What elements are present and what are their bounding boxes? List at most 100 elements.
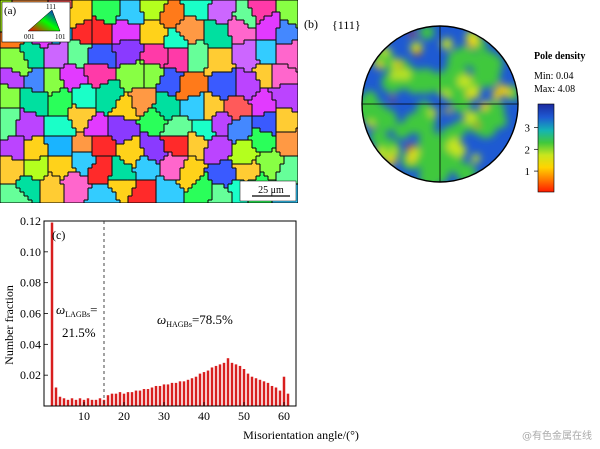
grain-pixel <box>80 160 85 165</box>
grain-pixel <box>36 76 41 81</box>
grain-pixel <box>0 124 5 129</box>
grain-pixel <box>8 76 13 81</box>
grain-pixel <box>212 72 217 77</box>
grain-pixel <box>204 0 209 5</box>
grain-pixel <box>32 120 37 125</box>
grain-pixel <box>192 160 197 165</box>
grain-pixel <box>216 40 221 45</box>
grain-pixel <box>60 56 65 61</box>
grain-pixel <box>200 64 205 69</box>
grain-pixel <box>280 140 285 145</box>
grain-pixel <box>216 100 221 105</box>
grain-pixel <box>24 52 29 57</box>
grain-pixel <box>196 76 201 81</box>
grain-pixel <box>56 84 61 89</box>
grain-pixel <box>228 184 233 189</box>
grain-pixel <box>8 116 13 121</box>
grain-pixel <box>220 116 225 121</box>
grain-pixel <box>116 144 121 149</box>
grain-pixel <box>56 60 61 65</box>
grain-pixel <box>44 124 49 129</box>
grain-pixel <box>24 112 29 117</box>
grain-pixel <box>252 164 257 169</box>
grain-pixel <box>92 0 97 5</box>
grain-pixel <box>180 172 185 177</box>
grain-pixel <box>140 188 145 193</box>
grain-pixel <box>176 92 181 97</box>
grain-pixel <box>124 152 129 157</box>
grain-pixel <box>240 120 245 125</box>
grain-pixel <box>244 44 249 49</box>
grain-pixel <box>204 120 209 125</box>
grain-pixel <box>228 168 233 173</box>
grain-pixel <box>208 96 213 101</box>
grain-pixel <box>112 160 117 165</box>
grain-pixel <box>164 172 169 177</box>
grain-pixel <box>24 68 29 73</box>
grain-pixel <box>100 52 105 57</box>
grain-pixel <box>32 72 37 77</box>
grain-pixel <box>236 20 241 25</box>
grain-pixel <box>80 116 85 121</box>
grain-pixel <box>152 56 157 61</box>
grain-pixel <box>168 76 173 81</box>
grain-pixel <box>152 80 157 85</box>
grain-pixel <box>64 180 69 185</box>
grain-pixel <box>56 128 61 133</box>
grain-pixel <box>36 80 41 85</box>
grain-pixel <box>260 44 265 49</box>
grain-pixel <box>256 108 261 113</box>
grain-pixel <box>180 140 185 145</box>
grain-pixel <box>264 80 269 85</box>
grain-pixel <box>92 184 97 189</box>
grain-pixel <box>16 168 21 173</box>
grain-pixel <box>100 28 105 33</box>
grain-pixel <box>244 72 249 77</box>
grain-pixel <box>284 136 289 141</box>
grain-pixel <box>80 60 85 65</box>
grain-pixel <box>200 144 205 149</box>
grain-pixel <box>164 188 169 193</box>
grain-pixel <box>148 160 153 165</box>
grain-pixel <box>220 124 225 129</box>
grain-pixel <box>228 128 233 133</box>
grain-pixel <box>160 192 165 197</box>
grain-pixel <box>136 184 141 189</box>
grain-pixel <box>280 144 285 149</box>
grain-pixel <box>140 168 145 173</box>
grain-pixel <box>100 100 105 105</box>
grain-pixel <box>168 184 173 189</box>
grain-pixel <box>284 88 289 93</box>
grain-pixel <box>76 24 81 29</box>
grain-pixel <box>148 188 153 193</box>
grain-pixel <box>196 172 201 177</box>
grain-pixel <box>248 60 253 65</box>
grain-pixel <box>224 104 229 109</box>
grain-pixel <box>72 32 77 37</box>
grain-pixel <box>172 108 177 113</box>
grain-pixel <box>152 164 157 169</box>
grain-pixel <box>24 180 29 185</box>
grain-pixel <box>256 32 261 37</box>
grain-pixel <box>152 124 157 129</box>
grain-pixel <box>280 124 285 129</box>
grain-pixel <box>236 80 241 85</box>
grain-pixel <box>152 48 157 53</box>
grain-pixel <box>284 132 289 137</box>
grain-pixel <box>176 160 181 165</box>
grain-pixel <box>196 0 201 5</box>
grain-pixel <box>276 100 281 105</box>
grain-pixel <box>168 124 173 129</box>
grain-pixel <box>276 32 281 37</box>
grain-pixel <box>80 168 85 173</box>
grain-pixel <box>292 0 297 5</box>
grain-pixel <box>72 48 77 53</box>
grain-pixel <box>216 24 221 29</box>
grain-pixel <box>4 196 9 201</box>
grain-pixel <box>264 72 269 77</box>
grain-pixel <box>172 16 177 21</box>
grain-pixel <box>280 44 285 49</box>
grain-pixel <box>88 76 93 81</box>
grain-pixel <box>28 92 33 97</box>
grain-pixel <box>12 192 17 197</box>
